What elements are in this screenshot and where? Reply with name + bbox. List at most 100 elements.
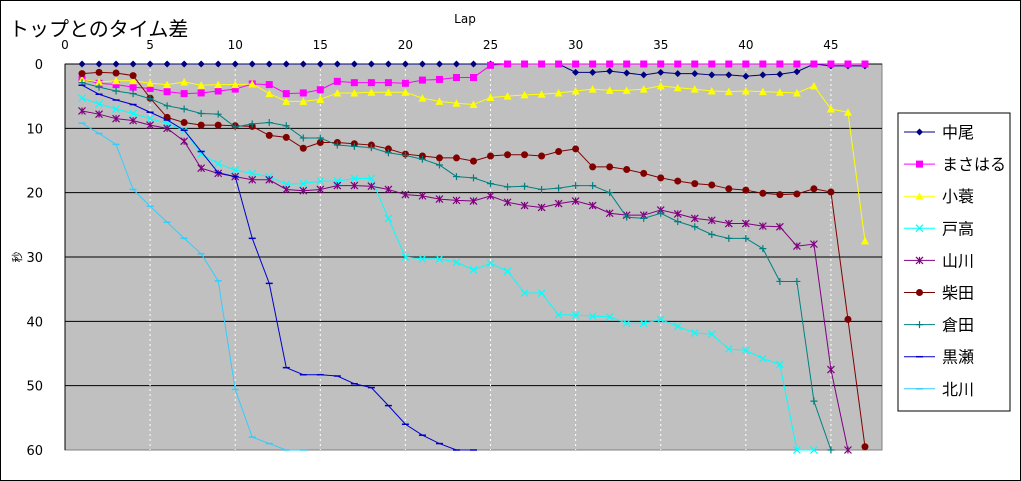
- data-point: [674, 70, 682, 78]
- data-point: [775, 360, 784, 369]
- data-point: [487, 61, 495, 69]
- data-point: [180, 105, 188, 113]
- data-point: [537, 289, 546, 297]
- series-line: [81, 84, 474, 451]
- data-point: [384, 60, 392, 68]
- data-point: [538, 152, 546, 160]
- data-point: [214, 60, 222, 68]
- data-point: [350, 88, 359, 97]
- data-point: [487, 152, 495, 160]
- data-point: [708, 71, 716, 79]
- x-tick-label: 20: [398, 38, 413, 52]
- data-point: [282, 185, 291, 194]
- data-point: [742, 72, 750, 80]
- data-point: [163, 88, 171, 96]
- data-point: [452, 196, 461, 205]
- data-point: [657, 209, 665, 217]
- data-point: [724, 345, 733, 353]
- data-point: [470, 74, 477, 82]
- data-point: [78, 60, 86, 68]
- data-point: [470, 60, 477, 68]
- data-point: [299, 89, 307, 97]
- data-point: [418, 191, 427, 200]
- data-point: [775, 88, 784, 96]
- data-point: [316, 138, 324, 146]
- data-point: [776, 60, 784, 68]
- data-point: [129, 116, 138, 125]
- data-point: [248, 79, 257, 88]
- data-point: [503, 267, 512, 276]
- data-point: [452, 154, 460, 162]
- data-point: [95, 60, 103, 68]
- legend-label: 小蓑: [942, 187, 974, 206]
- data-point: [435, 161, 443, 169]
- data-point: [435, 75, 443, 83]
- data-point: [384, 88, 393, 96]
- data-point: [401, 253, 410, 261]
- data-point: [367, 174, 376, 183]
- data-point: [487, 180, 495, 188]
- data-point: [146, 60, 154, 68]
- data-point: [418, 76, 426, 84]
- data-point: [673, 322, 682, 331]
- data-point: [674, 60, 682, 68]
- data-point: [214, 121, 222, 129]
- data-point: [367, 60, 375, 68]
- data-point: [623, 69, 631, 77]
- data-point: [589, 182, 597, 190]
- series-9: [78, 122, 307, 451]
- data-point: [571, 87, 580, 95]
- data-point: [622, 86, 631, 94]
- data-point: [555, 184, 563, 192]
- y-axis-label: 秒: [10, 252, 24, 263]
- data-point: [112, 76, 121, 85]
- data-point: [333, 77, 341, 85]
- data-point: [248, 60, 256, 68]
- data-point: [690, 214, 699, 223]
- data-point: [350, 174, 359, 183]
- data-point: [214, 80, 223, 89]
- data-point: [571, 197, 580, 205]
- data-point: [589, 163, 597, 171]
- series-5: [78, 107, 852, 454]
- data-point: [129, 60, 137, 68]
- data-point: [520, 90, 529, 99]
- data-point: [725, 185, 733, 193]
- data-point: [555, 60, 563, 68]
- data-point: [623, 60, 631, 68]
- data-point: [843, 108, 852, 116]
- data-point: [758, 354, 767, 363]
- data-point: [588, 85, 597, 93]
- data-point: [367, 88, 376, 96]
- data-point: [810, 60, 818, 68]
- data-point: [503, 92, 512, 100]
- x-tick-label: 0: [61, 38, 69, 52]
- data-point: [112, 81, 120, 89]
- data-point: [521, 60, 529, 68]
- data-point: [350, 79, 358, 87]
- data-point: [793, 68, 801, 76]
- data-point: [588, 312, 597, 321]
- data-point: [758, 87, 767, 96]
- data-point: [282, 90, 290, 98]
- data-point: [214, 110, 222, 118]
- data-point: [299, 144, 307, 152]
- data-point: [844, 60, 852, 68]
- legend-item: 柴田: [904, 284, 974, 303]
- data-point: [707, 330, 716, 339]
- series-3: [78, 75, 869, 245]
- data-point: [265, 89, 274, 98]
- data-point: [741, 87, 750, 95]
- data-point: [810, 185, 818, 193]
- data-point: [640, 60, 648, 68]
- data-point: [861, 60, 869, 68]
- data-point: [180, 60, 188, 68]
- legend-label: 柴田: [942, 284, 974, 303]
- data-point: [742, 60, 750, 68]
- data-point: [572, 145, 580, 153]
- data-point: [401, 151, 409, 159]
- data-point: [691, 180, 699, 188]
- data-point: [571, 310, 580, 319]
- x-tick-label: 5: [146, 38, 154, 52]
